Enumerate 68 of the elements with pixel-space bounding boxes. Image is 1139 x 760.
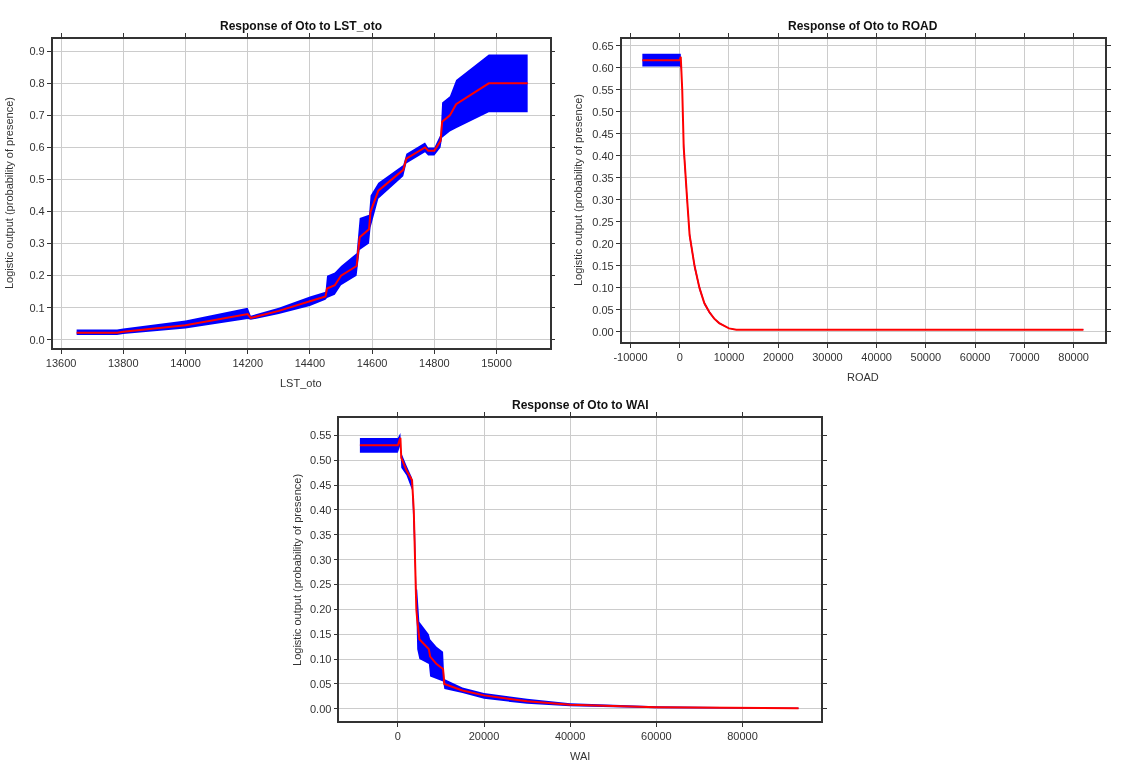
x-tick-label: 0 xyxy=(394,730,401,743)
chart-title: Response of Oto to LST_oto xyxy=(220,19,382,33)
x-tick-label: 15000 xyxy=(481,357,512,370)
y-tick-label: 0.55 xyxy=(310,429,332,442)
y-tick-label: 0.9 xyxy=(29,45,45,58)
y-axis-title: Logistic output (probability of presence) xyxy=(3,97,16,290)
y-tick-label: 0.30 xyxy=(310,553,332,566)
x-tick-label: 40000 xyxy=(861,350,892,363)
y-tick-label: 0.20 xyxy=(592,237,614,250)
x-tick-label: 14600 xyxy=(356,357,388,370)
x-tick-label: 14200 xyxy=(232,357,263,370)
y-tick-label: 0.50 xyxy=(592,105,614,118)
y-tick-label: 0.25 xyxy=(310,578,332,591)
y-tick-label: 0.25 xyxy=(592,215,614,228)
x-tick-label: 30000 xyxy=(812,350,843,363)
x-tick-label: 14400 xyxy=(294,357,326,370)
y-tick-label: 0.50 xyxy=(310,454,332,467)
x-tick-label: 60000 xyxy=(959,350,991,363)
y-axis-title: Logistic output (probability of presence) xyxy=(290,473,303,666)
x-tick-label: 13800 xyxy=(107,357,139,370)
y-tick-label: 0.05 xyxy=(310,677,332,690)
y-tick-label: 0.35 xyxy=(310,528,332,541)
x-tick-label: 50000 xyxy=(910,350,942,363)
chart-title: Response of Oto to WAI xyxy=(512,398,649,412)
x-axis-title: ROAD xyxy=(847,371,879,383)
y-tick-label: 0.0 xyxy=(29,333,45,346)
y-tick-label: 0.4 xyxy=(29,205,45,218)
y-tick-label: 0.8 xyxy=(29,77,45,90)
y-tick-label: 0.2 xyxy=(29,269,45,282)
x-tick-label: 70000 xyxy=(1009,350,1040,363)
x-tick-label: -10000 xyxy=(613,350,648,363)
y-tick-label: 0.15 xyxy=(592,259,614,272)
y-tick-label: 0.6 xyxy=(29,141,45,154)
x-tick-label: 20000 xyxy=(762,350,794,363)
x-tick-label: 10000 xyxy=(713,350,745,363)
y-tick-label: 0.00 xyxy=(310,702,332,715)
y-tick-label: 0.30 xyxy=(592,193,614,206)
x-tick-label: 60000 xyxy=(641,730,672,743)
y-axis-title: Logistic output (probability of presence) xyxy=(572,94,585,286)
x-tick-label: 14800 xyxy=(419,357,450,370)
x-tick-label: 0 xyxy=(676,350,683,363)
y-tick-label: 0.45 xyxy=(310,478,332,491)
x-axis-title: WAI xyxy=(570,750,591,760)
y-tick-label: 0.40 xyxy=(310,503,332,516)
x-tick-label: 14000 xyxy=(170,357,201,370)
y-tick-label: 0.10 xyxy=(592,281,614,294)
y-tick-label: 0.20 xyxy=(310,603,332,616)
y-tick-label: 0.00 xyxy=(592,325,614,338)
y-tick-label: 0.10 xyxy=(310,652,332,665)
chart-title: Response of Oto to ROAD xyxy=(788,19,938,33)
x-tick-label: 80000 xyxy=(1058,350,1089,363)
y-tick-label: 0.5 xyxy=(29,173,45,186)
y-tick-label: 0.55 xyxy=(592,83,614,96)
y-tick-label: 0.60 xyxy=(592,61,614,74)
y-tick-label: 0.45 xyxy=(592,127,614,140)
y-tick-label: 0.35 xyxy=(592,171,614,184)
y-tick-label: 0.7 xyxy=(29,109,45,122)
y-tick-label: 0.1 xyxy=(29,301,45,314)
x-tick-label: 13600 xyxy=(45,357,77,370)
y-tick-label: 0.05 xyxy=(592,303,614,316)
y-tick-label: 0.40 xyxy=(592,149,614,162)
x-axis-title: LST_oto xyxy=(280,377,322,389)
x-tick-label: 40000 xyxy=(554,730,586,743)
x-tick-label: 80000 xyxy=(727,730,758,743)
y-tick-label: 0.3 xyxy=(29,237,45,250)
x-tick-label: 20000 xyxy=(468,730,500,743)
y-tick-label: 0.15 xyxy=(310,628,332,641)
y-tick-label: 0.65 xyxy=(592,39,614,52)
